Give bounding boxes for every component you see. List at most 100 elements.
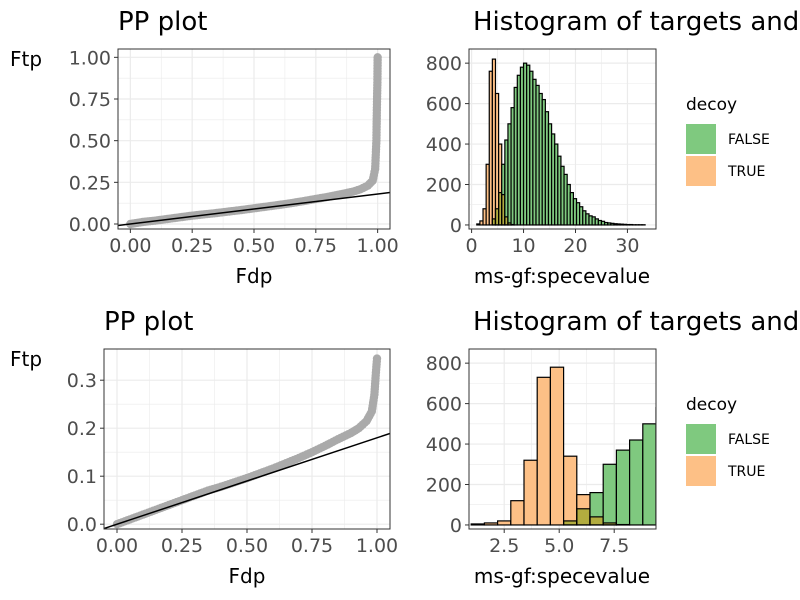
- bar-true: [563, 456, 577, 521]
- pp-points: [126, 53, 382, 229]
- bar-true: [498, 144, 502, 193]
- bar-false: [517, 75, 521, 225]
- legend-label-false: FALSE: [728, 432, 770, 448]
- bar-false: [554, 144, 558, 225]
- x-tick-label: 0: [466, 235, 478, 257]
- bar-overlap: [507, 222, 512, 225]
- x-axis-label: Fdp: [236, 264, 273, 288]
- bar-false: [526, 65, 530, 225]
- bar-outline-false: [655, 407, 656, 526]
- histogram-bars: [470, 366, 682, 526]
- legend-title: decoy: [686, 395, 737, 415]
- bar-true: [486, 164, 490, 225]
- bar-true: [479, 220, 484, 225]
- bar-true: [576, 494, 590, 509]
- x-tick-label: 0.50: [226, 535, 268, 557]
- y-tick-label: 0.3: [67, 370, 97, 392]
- bar-false: [548, 123, 552, 225]
- x-tick-label: 0.00: [109, 235, 151, 257]
- bar-false: [598, 220, 602, 225]
- bar-false: [592, 216, 596, 225]
- y-tick-label: 600: [426, 94, 462, 116]
- bar-overlap: [501, 194, 505, 225]
- bar-false: [532, 79, 537, 225]
- bar-false: [582, 210, 586, 225]
- x-tick-label: 0.75: [291, 535, 333, 557]
- bar-overlap: [563, 520, 577, 525]
- x-tick-label: 1.00: [356, 535, 398, 557]
- bar-false: [514, 87, 518, 225]
- bar-false: [529, 71, 533, 225]
- bar-false: [557, 156, 561, 225]
- bar-false: [576, 202, 580, 225]
- bar-false: [520, 67, 524, 225]
- y-tick-label: 0.1: [67, 466, 97, 488]
- pp-point: [373, 53, 382, 62]
- x-tick-label: 5.0: [544, 535, 574, 557]
- bar-false: [504, 140, 508, 217]
- legend-title: decoy: [686, 95, 737, 115]
- y-tick-label: 0.25: [69, 172, 111, 194]
- reference-line: [104, 432, 390, 529]
- bar-false: [564, 174, 568, 225]
- legend-hist1: decoy FALSE TRUE: [686, 95, 770, 186]
- pp-plot-pp2: 0.00 0.25 0.50 0.75 1.00 0.0 0.1 0.2 0.3 PP plot F…: [10, 307, 398, 588]
- bar-true: [497, 520, 511, 525]
- x-tick-label: 2.5: [489, 535, 519, 557]
- bar-false: [523, 63, 527, 225]
- bar-true: [537, 377, 551, 525]
- bar-true: [483, 208, 487, 225]
- bar-true: [524, 460, 538, 525]
- panel-border: [468, 48, 657, 230]
- bar-outline-true: [549, 366, 565, 526]
- y-tick-label: 0: [450, 515, 462, 537]
- bar-false: [585, 213, 589, 225]
- y-tick-label: 200: [426, 475, 462, 497]
- bar-false: [573, 198, 577, 225]
- bar-false: [567, 184, 571, 225]
- bar-false: [595, 218, 599, 225]
- chart-title: Histogram of targets and decoys: [473, 307, 800, 337]
- bar-false: [551, 133, 555, 225]
- bar-false: [536, 85, 540, 225]
- legend-swatch-false: [686, 424, 716, 454]
- bar-false: [603, 464, 617, 523]
- bar-false: [642, 423, 656, 525]
- y-tick-label: 800: [426, 53, 462, 75]
- x-tick-label: 7.5: [599, 535, 629, 557]
- bar-false: [613, 223, 618, 225]
- x-axis-label: ms-gf:specevalue: [474, 564, 650, 588]
- bar-true: [510, 500, 524, 525]
- reference-line: [118, 191, 390, 227]
- bar-overlap: [603, 522, 617, 525]
- x-tick-label: 20: [563, 235, 587, 257]
- bar-true: [492, 59, 496, 219]
- bar-false: [507, 123, 512, 223]
- bar-false: [588, 215, 593, 225]
- bar-overlap: [498, 192, 502, 225]
- bar-overlap: [492, 218, 496, 225]
- bar-false: [607, 222, 611, 225]
- y-tick-label: 0.2: [67, 418, 97, 440]
- gridlines: [118, 49, 390, 229]
- histogram-hist2: 2.5 5.0 7.5 0 200 400 600 800 Histogram of targe…: [426, 307, 800, 588]
- y-tick-label: 0.00: [69, 214, 111, 236]
- y-tick-label: 600: [426, 394, 462, 416]
- legend-swatch-false: [686, 124, 716, 154]
- x-tick-label: 10: [511, 235, 535, 257]
- bar-false: [511, 107, 515, 225]
- bar-overlap: [504, 216, 508, 225]
- x-axis-label: ms-gf:specevalue: [474, 264, 650, 288]
- bar-false: [579, 206, 583, 225]
- chart-title: PP plot: [104, 307, 193, 337]
- legend-label-false: FALSE: [728, 132, 770, 148]
- bar-false: [501, 164, 505, 195]
- bar-overlap: [590, 516, 604, 525]
- legend-hist2: decoy FALSE TRUE: [686, 395, 770, 486]
- y-tick-label: 400: [426, 134, 462, 156]
- bar-outline-false: [669, 387, 682, 525]
- y-tick-label: 0.75: [69, 89, 111, 111]
- panel-border: [103, 348, 391, 530]
- chart-title: Histogram of targets and decoys: [473, 7, 800, 37]
